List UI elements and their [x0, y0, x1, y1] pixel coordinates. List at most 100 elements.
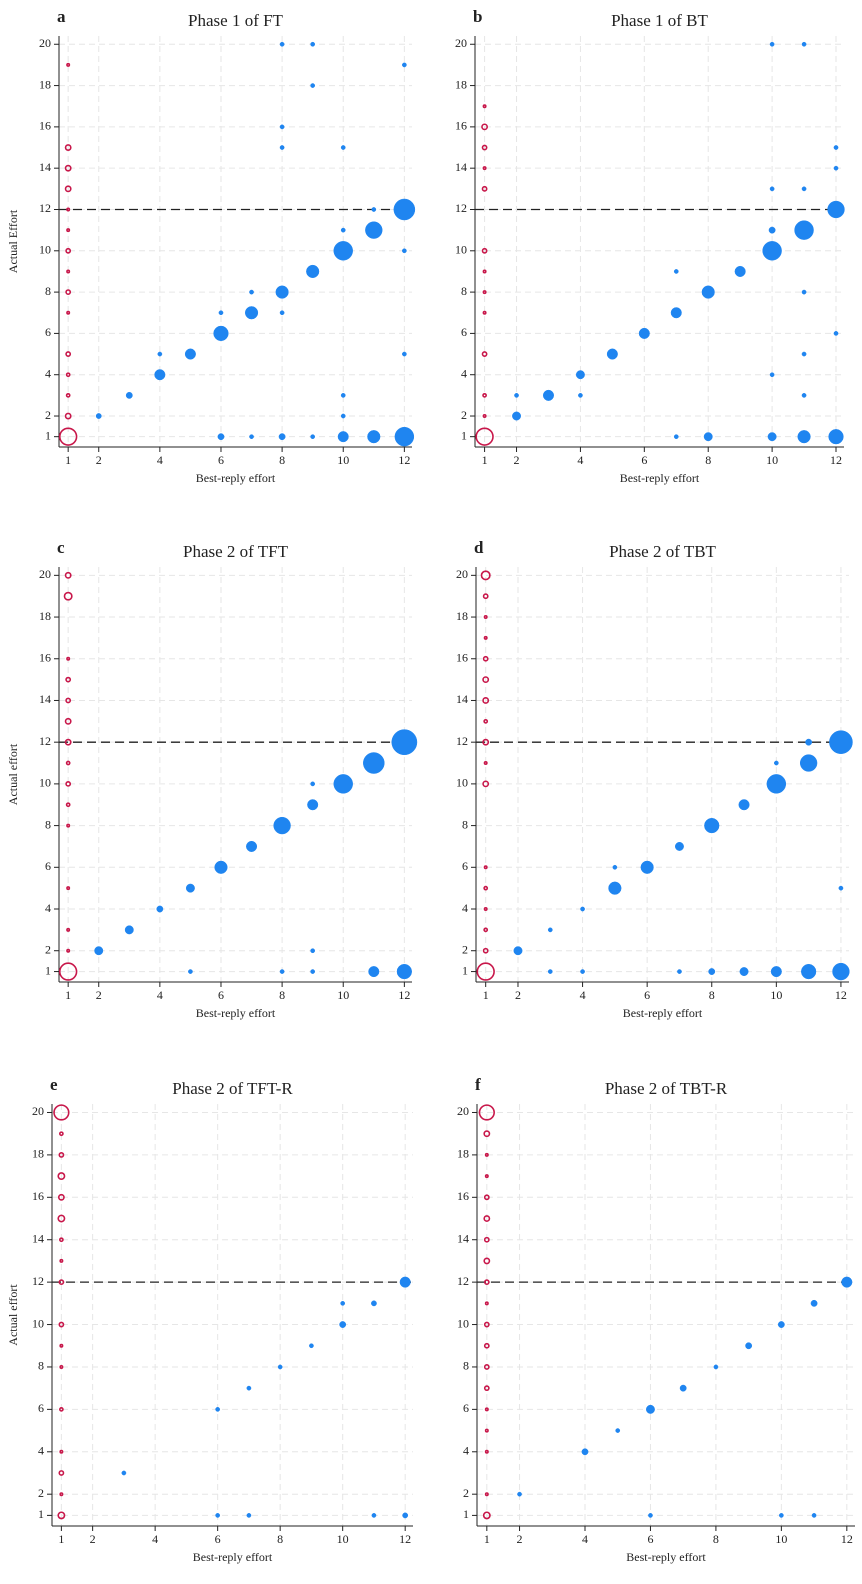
- bubble: [575, 370, 585, 380]
- bubble: [309, 1343, 314, 1349]
- bubble: [480, 570, 491, 581]
- x-tick-label: 12: [841, 1532, 853, 1546]
- bubble: [307, 799, 319, 811]
- bubble: [766, 774, 787, 794]
- bubble: [340, 227, 346, 233]
- bubble: [482, 414, 487, 419]
- x-tick-label: 8: [705, 453, 711, 467]
- y-axis-label: Actual effort: [6, 743, 20, 805]
- x-tick-label: 6: [218, 988, 224, 1002]
- chart-title: Phase 1 of BT: [611, 11, 708, 30]
- bubble: [279, 969, 285, 974]
- x-tick-label: 2: [517, 1532, 523, 1546]
- x-tick-label: 12: [830, 453, 842, 467]
- bubble: [65, 247, 72, 254]
- bubble: [581, 1448, 589, 1456]
- bubble: [59, 1492, 64, 1497]
- bubble: [65, 802, 71, 808]
- bubble: [484, 1407, 489, 1412]
- bubble: [367, 430, 381, 444]
- x-tick-label: 2: [96, 988, 102, 1002]
- bubble: [363, 752, 385, 774]
- bubble: [340, 413, 346, 419]
- bubble: [677, 969, 682, 974]
- x-tick-label: 1: [65, 988, 71, 1002]
- bubble: [769, 372, 775, 378]
- bubble: [94, 946, 104, 956]
- bubble: [59, 1131, 64, 1137]
- bubble: [482, 780, 490, 788]
- bubble: [310, 434, 316, 440]
- bubble: [53, 1104, 70, 1121]
- bubble: [482, 392, 487, 398]
- bubble: [801, 393, 807, 398]
- bubble: [481, 123, 489, 131]
- chart-title: Phase 1 of FT: [188, 11, 284, 30]
- x-tick-label: 4: [580, 988, 586, 1002]
- y-tick-label: 10: [39, 776, 51, 790]
- bubble: [483, 907, 488, 912]
- bubble: [59, 1258, 64, 1263]
- x-tick-label: 1: [483, 988, 489, 1002]
- y-tick-label: 18: [39, 609, 51, 623]
- bubble: [578, 393, 583, 398]
- x-tick-label: 1: [484, 1532, 490, 1546]
- bubble: [794, 220, 814, 240]
- bubble: [246, 840, 258, 852]
- bubble: [673, 434, 679, 440]
- y-tick-label: 16: [455, 119, 467, 133]
- bubble: [833, 165, 839, 171]
- bubble: [512, 411, 521, 421]
- bubble: [371, 1513, 377, 1518]
- bubble: [482, 593, 489, 600]
- bubble: [214, 860, 228, 874]
- bubble: [65, 289, 72, 296]
- y-tick-label: 10: [32, 1316, 44, 1330]
- bubble: [64, 185, 72, 193]
- x-axis-label: Best-reply effort: [193, 1550, 273, 1564]
- y-tick-label: 18: [455, 77, 467, 91]
- bubble: [279, 41, 285, 47]
- bubble: [65, 676, 72, 683]
- bubble: [277, 1364, 283, 1370]
- bubble: [59, 1364, 64, 1369]
- bubble: [365, 221, 383, 239]
- bubble: [402, 1512, 409, 1519]
- y-tick-label: 2: [45, 942, 51, 956]
- y-tick-label: 20: [39, 36, 51, 50]
- bubble: [58, 1470, 65, 1476]
- bubble: [483, 927, 489, 933]
- bubble: [777, 1321, 785, 1328]
- bubble: [482, 738, 490, 746]
- bubble: [275, 285, 289, 299]
- bubble: [482, 947, 489, 954]
- bubble: [483, 1236, 490, 1243]
- x-axis-label: Best-reply effort: [196, 1006, 276, 1020]
- y-tick-label: 8: [45, 284, 51, 298]
- y-tick-label: 4: [461, 366, 467, 380]
- bubble: [184, 348, 196, 360]
- panel-label: f: [475, 1075, 481, 1094]
- bubble: [648, 1513, 653, 1518]
- x-tick-label: 8: [277, 1532, 283, 1546]
- bubble: [483, 1194, 490, 1201]
- bubble: [66, 927, 71, 932]
- y-tick-label: 16: [32, 1189, 44, 1203]
- bubble: [483, 885, 489, 891]
- bubble: [810, 1299, 818, 1307]
- bubble: [481, 144, 488, 151]
- bubble: [66, 823, 71, 828]
- x-axis-label: Best-reply effort: [196, 471, 276, 485]
- bubble: [799, 754, 818, 772]
- y-tick-label: 1: [45, 428, 51, 442]
- bubble: [738, 799, 750, 811]
- y-tick-label: 18: [456, 609, 468, 623]
- x-axis-label: Best-reply effort: [626, 1550, 706, 1564]
- bubble: [703, 432, 713, 442]
- x-tick-label: 1: [65, 453, 71, 467]
- bubble: [371, 1300, 377, 1307]
